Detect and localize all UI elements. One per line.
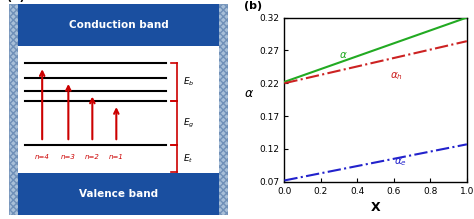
Text: $\alpha_h$: $\alpha_h$: [390, 70, 403, 82]
Text: n=1: n=1: [109, 154, 124, 160]
Text: n=4: n=4: [35, 154, 50, 160]
Bar: [18, 173, 219, 215]
Text: $E_b$: $E_b$: [183, 76, 194, 88]
Text: Valence band: Valence band: [79, 189, 158, 199]
Text: $\alpha$: $\alpha$: [339, 50, 348, 60]
X-axis label: X: X: [371, 201, 381, 214]
Text: $E_g$: $E_g$: [183, 117, 194, 130]
Text: n=2: n=2: [85, 154, 100, 160]
Text: n=3: n=3: [61, 154, 76, 160]
Bar: [18, 46, 219, 173]
Y-axis label: α: α: [244, 87, 253, 100]
Text: Conduction band: Conduction band: [69, 20, 168, 30]
Text: $E_t$: $E_t$: [183, 152, 193, 165]
Text: $\alpha_e$: $\alpha_e$: [394, 156, 407, 168]
Bar: [18, 4, 219, 46]
Text: (a): (a): [7, 0, 25, 2]
Text: (b): (b): [244, 1, 263, 11]
